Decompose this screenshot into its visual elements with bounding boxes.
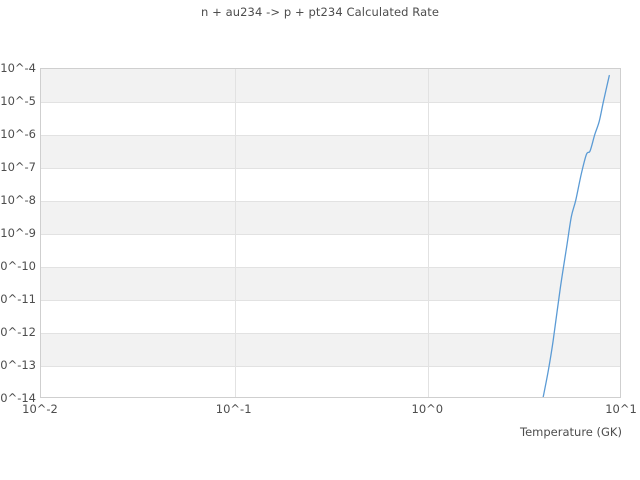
x-axis-label: Temperature (GK) <box>520 425 622 439</box>
x-axis-tick-label: 10^-2 <box>22 402 58 416</box>
y-axis-tick-label: 10^-13 <box>0 358 36 372</box>
gridline-vertical <box>428 69 429 397</box>
grid-band <box>41 135 620 168</box>
grid-band <box>41 333 620 366</box>
gridline-horizontal <box>41 234 620 235</box>
y-axis-tick-label: 10^-11 <box>0 292 36 306</box>
x-axis-tick-label: 10^-1 <box>215 402 252 416</box>
gridline-horizontal <box>41 201 620 202</box>
y-axis-tick-label: 10^-7 <box>0 160 36 174</box>
y-axis-tick-label: 10^-6 <box>0 127 36 141</box>
chart-title: n + au234 -> p + pt234 Calculated Rate <box>200 5 440 19</box>
gridline-horizontal <box>41 135 620 136</box>
grid-band <box>41 201 620 234</box>
y-axis-tick-label: 10^-9 <box>0 226 36 240</box>
y-axis-tick-label: 10^-5 <box>0 94 36 108</box>
y-axis-ticks: 10^-4 10^-5 10^-6 10^-7 10^-8 10^-9 10^-10 10^-… <box>0 0 36 480</box>
x-axis-tick-label: 10^1 <box>605 402 637 416</box>
gridline-horizontal <box>41 333 620 334</box>
series-line-calculated-rate <box>542 74 610 397</box>
series-path <box>542 74 610 397</box>
gridline-horizontal <box>41 366 620 367</box>
y-axis-tick-label: 10^-4 <box>0 61 36 75</box>
gridline-horizontal <box>41 102 620 103</box>
gridline-horizontal <box>41 267 620 268</box>
y-axis-tick-label: 10^-12 <box>0 325 36 339</box>
plot-area <box>40 68 621 398</box>
y-axis-tick-label: 10^-10 <box>0 259 36 273</box>
grid-band <box>41 69 620 102</box>
y-axis-tick-label: 10^-8 <box>0 193 36 207</box>
gridline-vertical <box>235 69 236 397</box>
gridline-horizontal <box>41 300 620 301</box>
grid-band <box>41 267 620 300</box>
x-axis-tick-label: 10^0 <box>411 402 444 416</box>
y-axis-tick-label: 10^-14 <box>0 391 36 405</box>
gridline-horizontal <box>41 168 620 169</box>
